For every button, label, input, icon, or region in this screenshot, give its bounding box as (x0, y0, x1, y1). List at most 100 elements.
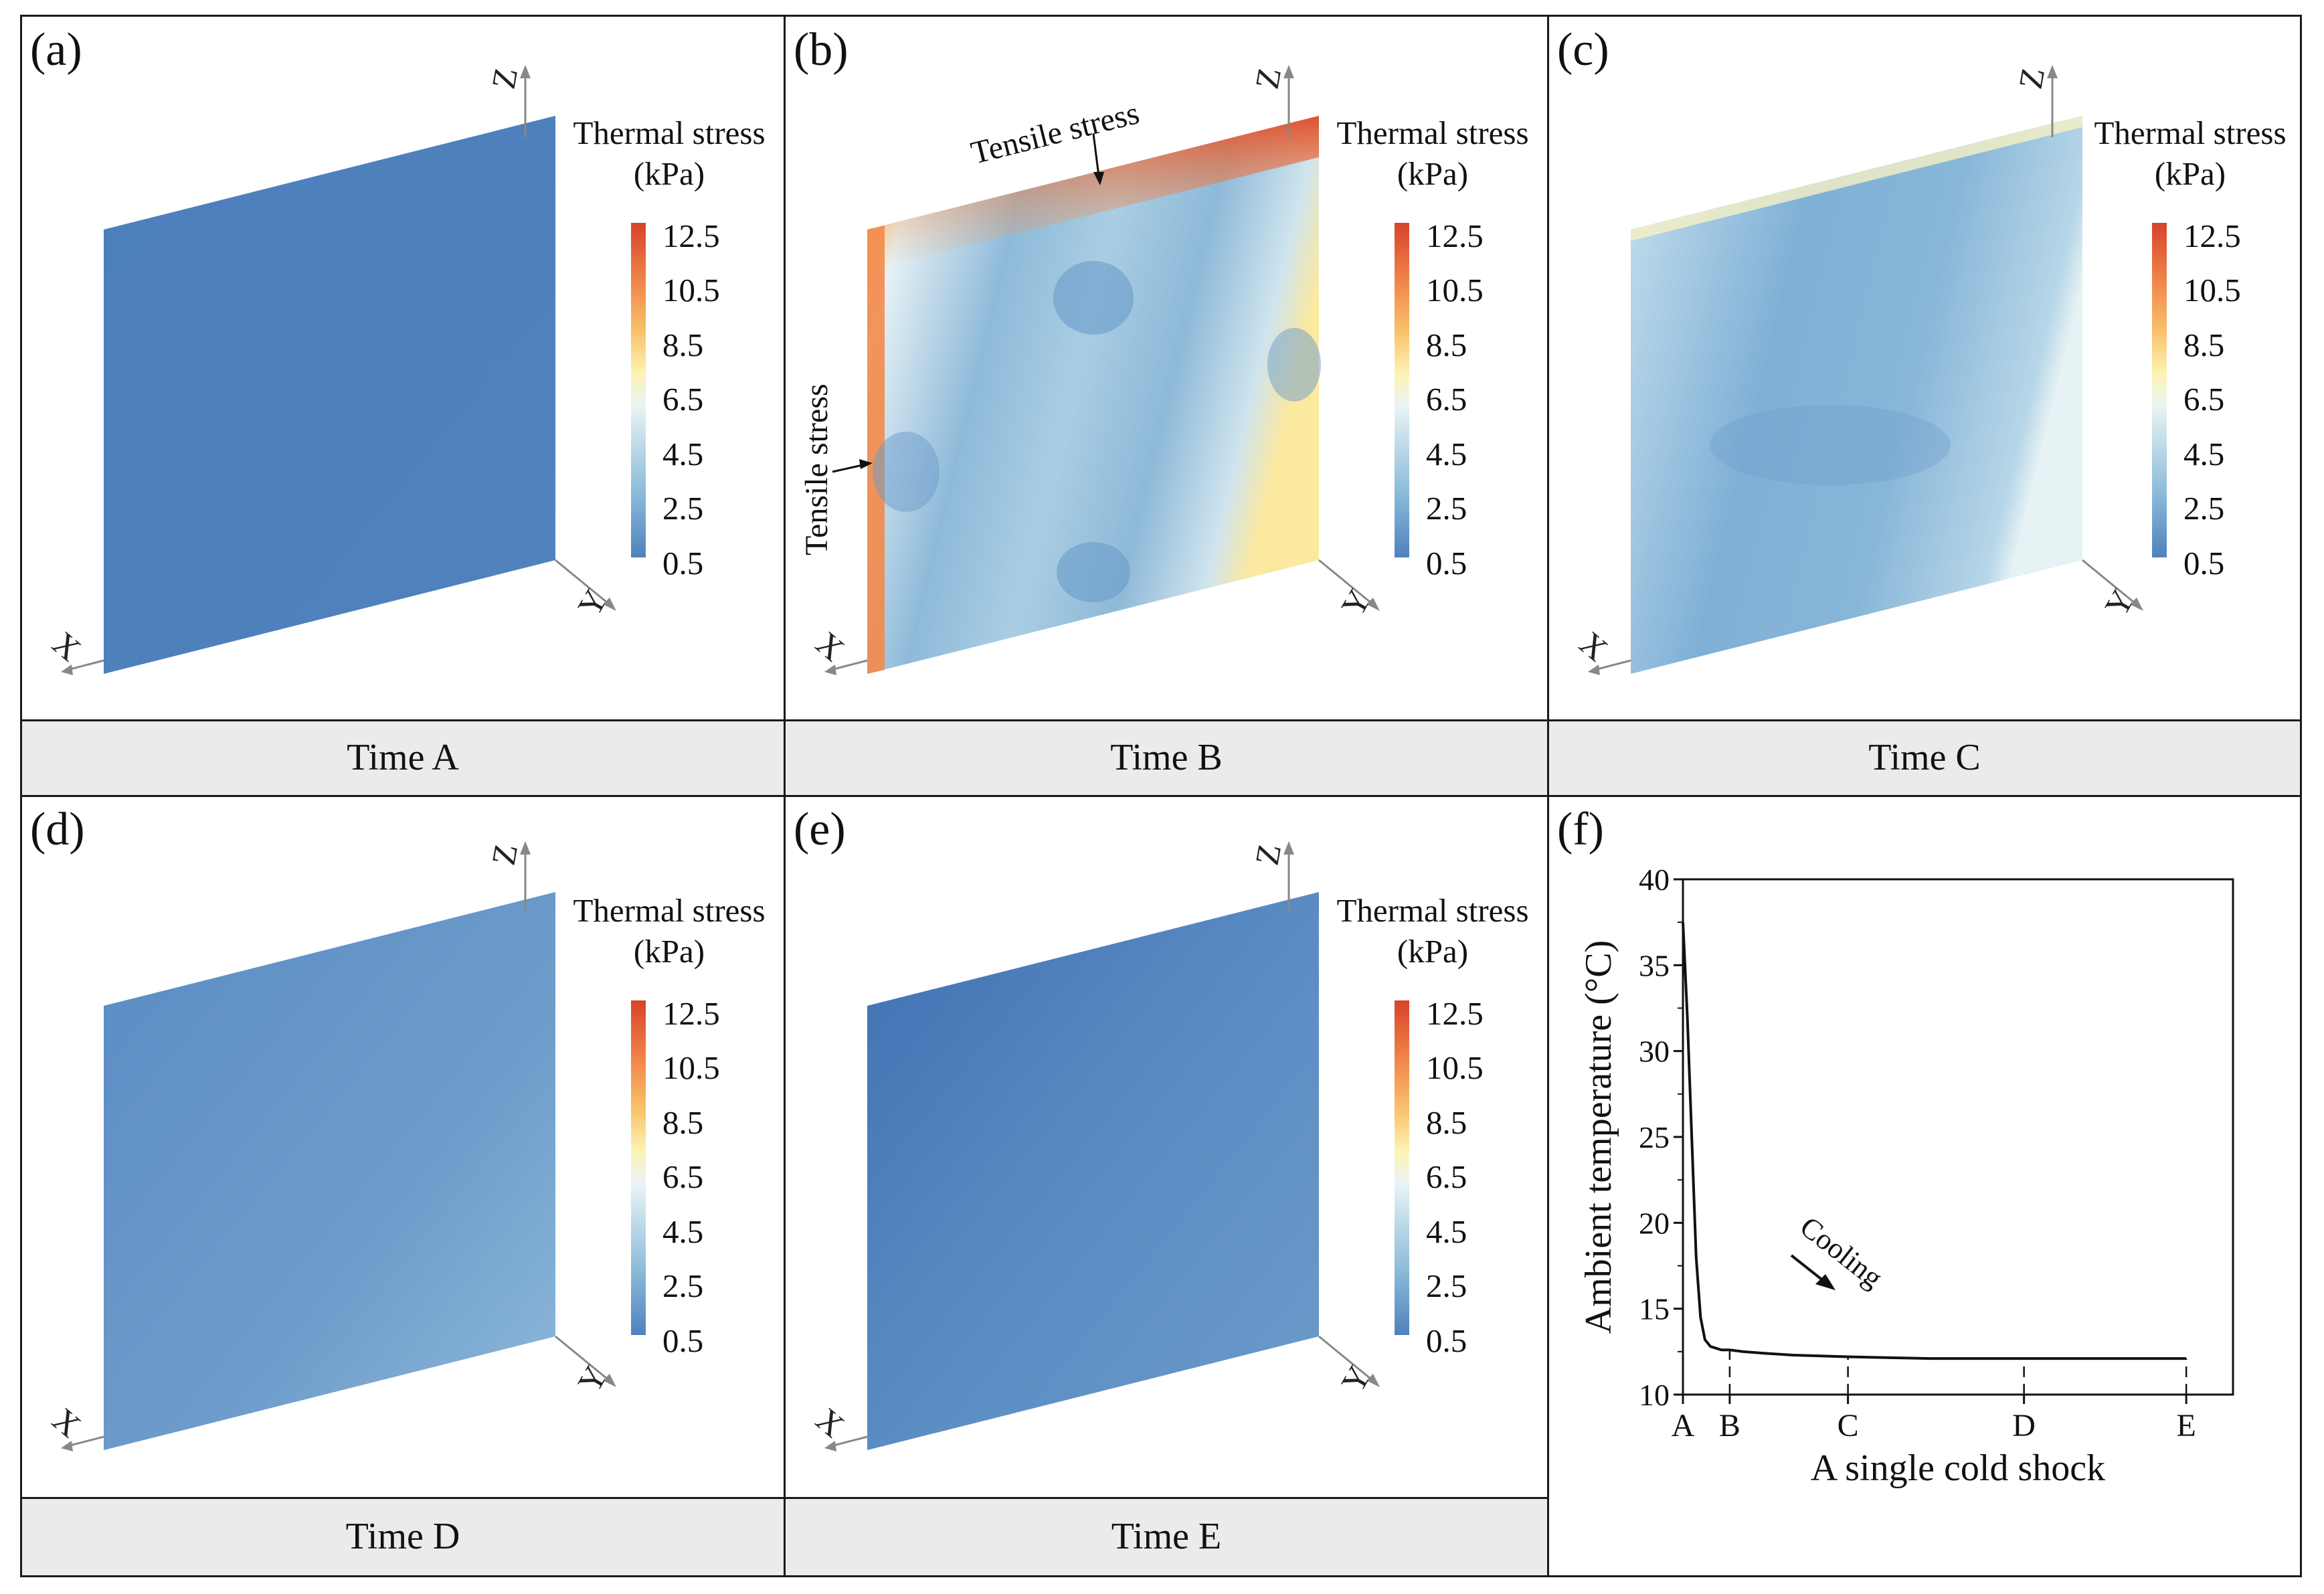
x-tick-label: C (1838, 1408, 1859, 1443)
legend-tick: 10.5 (1426, 272, 1484, 308)
axis-letter-y-b: Y (1334, 583, 1378, 622)
legend-title: Thermal stress (kPa) (1326, 112, 1540, 195)
panel-label-c: (c) (1557, 24, 1609, 76)
axis-letter-x-e: X (809, 1401, 852, 1445)
panel-c-plot: Z Y X (1573, 65, 2143, 675)
panel-label-b: (b) (794, 24, 848, 76)
arrow-tensile-left (832, 464, 863, 473)
caption-time-d: Time D (345, 1516, 460, 1557)
axis-letter-x-c: X (1573, 624, 1615, 669)
legend-c: Thermal stress (kPa) 12.5 10.5 8.5 6.5 4.… (2083, 112, 2297, 581)
x-tick-label: D (2012, 1408, 2036, 1443)
arrowhead-cooling (1815, 1274, 1836, 1290)
x-axis-label: A single cold shock (1811, 1447, 2105, 1489)
annotation-tensile-left: Tensile stress (799, 383, 834, 555)
legend-tick: 8.5 (2183, 327, 2225, 363)
caption-bar-d (22, 1499, 784, 1575)
legend-tick: 6.5 (1426, 381, 1467, 418)
legend-b: Thermal stress (kPa) 12.5 10.5 8.5 6.5 4.… (1326, 112, 1540, 581)
legend-tick: 8.5 (1426, 327, 1467, 363)
legend-title-line2: (kPa) (1397, 155, 1469, 193)
legend-tick: 6.5 (2183, 381, 2225, 418)
legend-tick: 10.5 (662, 1049, 720, 1086)
legend-title-line1: Thermal stress (1336, 114, 1529, 151)
legend-title-line1: Thermal stress (573, 892, 766, 929)
legend-tick: 4.5 (1426, 436, 1467, 472)
caption-time-c: Time C (1868, 737, 1981, 778)
legend-tick: 6.5 (1426, 1158, 1467, 1195)
legend-tick: 2.5 (1426, 1267, 1467, 1304)
axis-letter-y-e: Y (1334, 1359, 1378, 1399)
colorbar (631, 1000, 646, 1335)
legend-tick: 12.5 (2183, 217, 2241, 254)
axis-letter-z-d: Z (484, 841, 525, 868)
y-tick-label: 35 (1639, 948, 1670, 982)
legend-tick: 6.5 (662, 381, 704, 418)
y-axis-label: Ambient temperature (°C) (1578, 940, 1619, 1334)
legend-tick: 4.5 (662, 1213, 704, 1250)
series-line-ambient-temperature (1682, 922, 2187, 1360)
axis-letter-z-c: Z (2012, 65, 2052, 92)
legend-a: Thermal stress (kPa) 12.5 10.5 8.5 6.5 4.… (562, 112, 776, 581)
colorbar (631, 223, 646, 557)
stress-plane-b (867, 116, 1319, 674)
legend-tick: 12.5 (1426, 217, 1484, 254)
y-tick-label: 15 (1639, 1292, 1670, 1326)
axis-letter-y-c: Y (2097, 583, 2142, 622)
y-tick-label: 25 (1639, 1120, 1670, 1154)
axis-letter-x-a: X (46, 624, 88, 669)
y-tick-label: 20 (1639, 1206, 1670, 1240)
stress-plane-e (867, 892, 1319, 1450)
legend-title-line1: Thermal stress (2094, 114, 2287, 151)
caption-bar-c (1549, 721, 2300, 795)
legend-tick: 0.5 (662, 545, 704, 582)
panel-label-f: (f) (1557, 804, 1604, 855)
legend-tick: 6.5 (662, 1158, 704, 1195)
annotation-tensile-top: Tensile stress (968, 95, 1143, 171)
divider-row-1b (20, 795, 2302, 797)
legend-title: Thermal stress (kPa) (1326, 890, 1540, 972)
y-tick-label: 30 (1639, 1035, 1670, 1069)
panel-d-plot: Z Y X (46, 841, 616, 1451)
panel-e-plot: Z Y X (809, 841, 1380, 1451)
caption-time-b: Time B (1110, 737, 1223, 778)
legend-title: Thermal stress (kPa) (562, 112, 776, 195)
arrow-cooling (1790, 1254, 1825, 1282)
legend-tick: 4.5 (662, 436, 704, 472)
plot-area-frame (1682, 878, 2234, 1396)
panel-a-plot: Z Y X (46, 65, 616, 675)
legend-tick: 2.5 (2183, 490, 2225, 527)
legend-tick: 8.5 (662, 327, 704, 363)
legend-title-line1: Thermal stress (573, 114, 766, 151)
stress-plane-d (104, 892, 555, 1450)
x-tick-label: E (2176, 1408, 2196, 1443)
divider-row-2a (20, 1497, 1549, 1499)
legend-tick: 0.5 (1426, 545, 1467, 582)
arrow-tensile-top (1092, 133, 1100, 177)
axis-letter-x-b: X (809, 624, 852, 669)
divider-row-1a (20, 719, 2302, 721)
panel-b-plot: Z Y X Tensile stress Tensile stress (799, 65, 1380, 675)
legend-tick: 10.5 (2183, 272, 2241, 308)
x-tick-label: B (1719, 1408, 1740, 1443)
caption-bar-a (22, 721, 784, 795)
colorbar (2152, 223, 2167, 557)
axis-letter-y-a: Y (570, 583, 615, 622)
legend-tick: 2.5 (1426, 490, 1467, 527)
y-tick-label: 10 (1639, 1378, 1670, 1412)
legend-tick: 4.5 (2183, 436, 2225, 472)
x-tick-label: A (1672, 1408, 1695, 1443)
axis-letter-z-b: Z (1248, 65, 1288, 92)
legend-tick: 10.5 (662, 272, 720, 308)
legend-title-line2: (kPa) (1397, 933, 1469, 970)
caption-bar-e (786, 1499, 1547, 1575)
legend-title-line2: (kPa) (633, 155, 705, 193)
legend-tick: 0.5 (1426, 1322, 1467, 1359)
legend-title: Thermal stress (kPa) (2083, 112, 2297, 195)
legend-tick: 0.5 (2183, 545, 2225, 582)
colorbar (1395, 1000, 1409, 1335)
legend-title: Thermal stress (kPa) (562, 890, 776, 972)
legend-tick: 0.5 (662, 1322, 704, 1359)
legend-tick: 12.5 (662, 217, 720, 254)
y-tick-label: 40 (1639, 863, 1670, 897)
